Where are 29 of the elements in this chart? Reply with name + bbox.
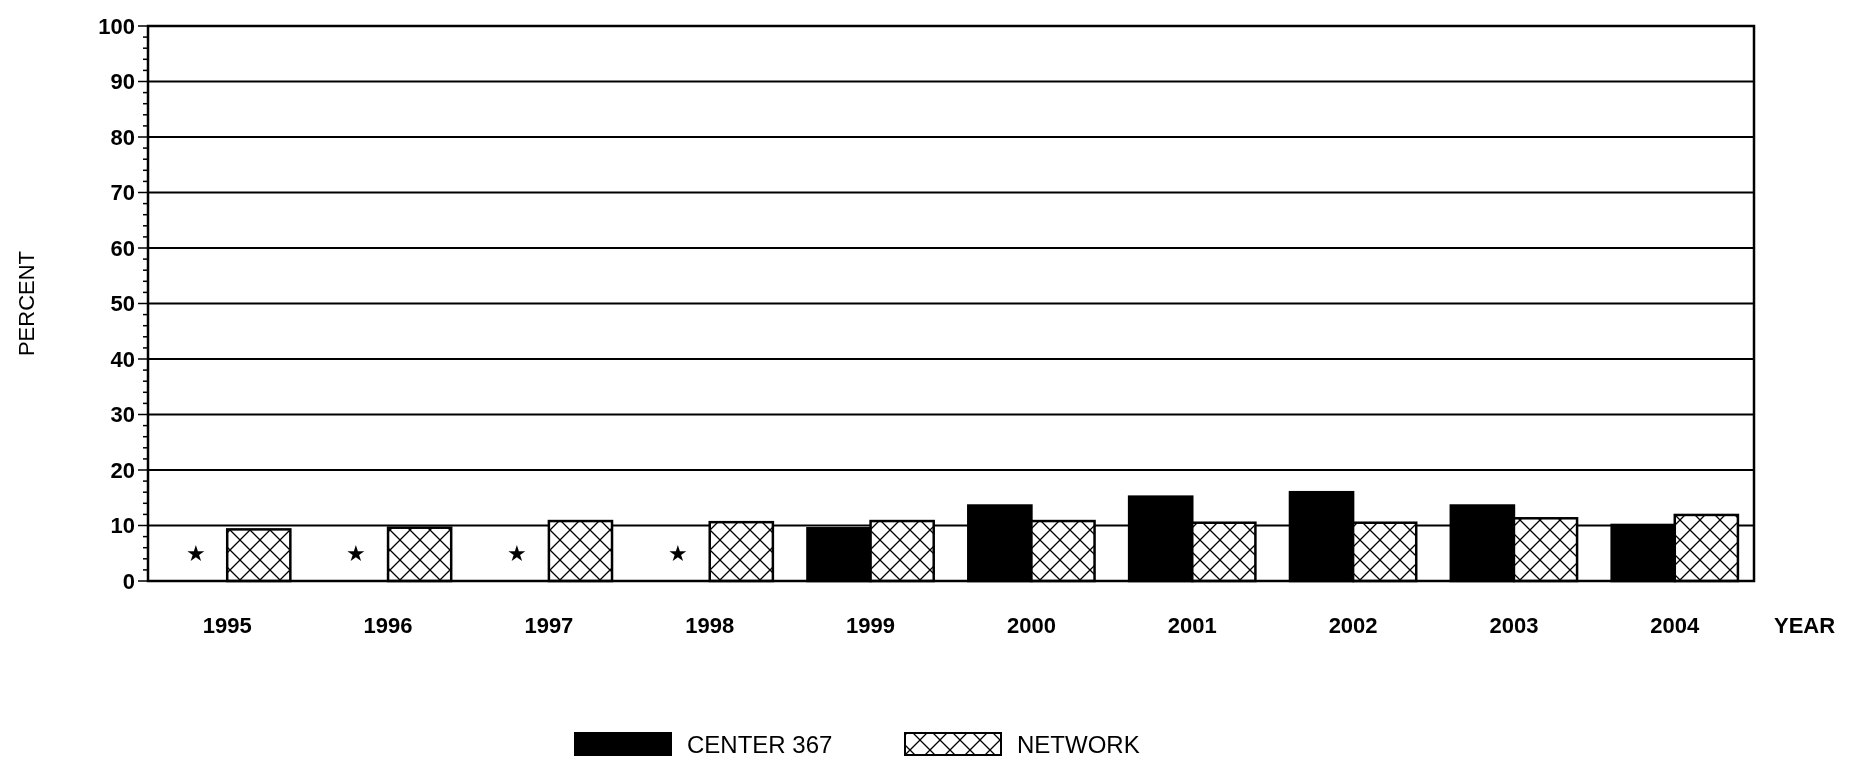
legend-label: CENTER 367 (687, 731, 833, 759)
y-tick-label: 90 (110, 69, 135, 95)
x-tick-label: 2001 (1167, 613, 1217, 638)
x-tick-label: 1996 (363, 613, 413, 638)
y-tick-label: 100 (98, 13, 135, 39)
annotation: ★ (346, 540, 367, 566)
legend-label: NETWORK (1017, 731, 1140, 759)
y-tick-label: 30 (110, 402, 135, 428)
y-axis-title: PERCENT (14, 250, 39, 357)
x-axis-title: YEAR (1774, 613, 1836, 638)
y-tick-label: 80 (110, 124, 135, 150)
x-tick-label: 1995 (202, 613, 252, 638)
annotation: ★ (185, 540, 206, 566)
annotation: ★ (668, 540, 689, 566)
y-tick-label: 60 (110, 235, 135, 261)
x-tick-label: 2003 (1489, 613, 1539, 638)
y-tick-label: 50 (110, 291, 135, 317)
x-tick-label: 1999 (846, 613, 896, 638)
x-tick-label: 2000 (1006, 613, 1056, 638)
y-tick-label: 20 (110, 457, 135, 483)
x-tick-label: 2004 (1650, 613, 1701, 638)
y-tick-label: 10 (110, 513, 135, 539)
y-tick-label: 40 (110, 346, 135, 372)
x-tick-label: 1997 (524, 613, 574, 638)
x-tick-label: 2002 (1328, 613, 1378, 638)
y-tick-label: 70 (110, 180, 135, 206)
x-tick-label: 1998 (685, 613, 735, 638)
annotation: ★ (507, 540, 528, 566)
y-tick-label: 0 (122, 568, 135, 594)
